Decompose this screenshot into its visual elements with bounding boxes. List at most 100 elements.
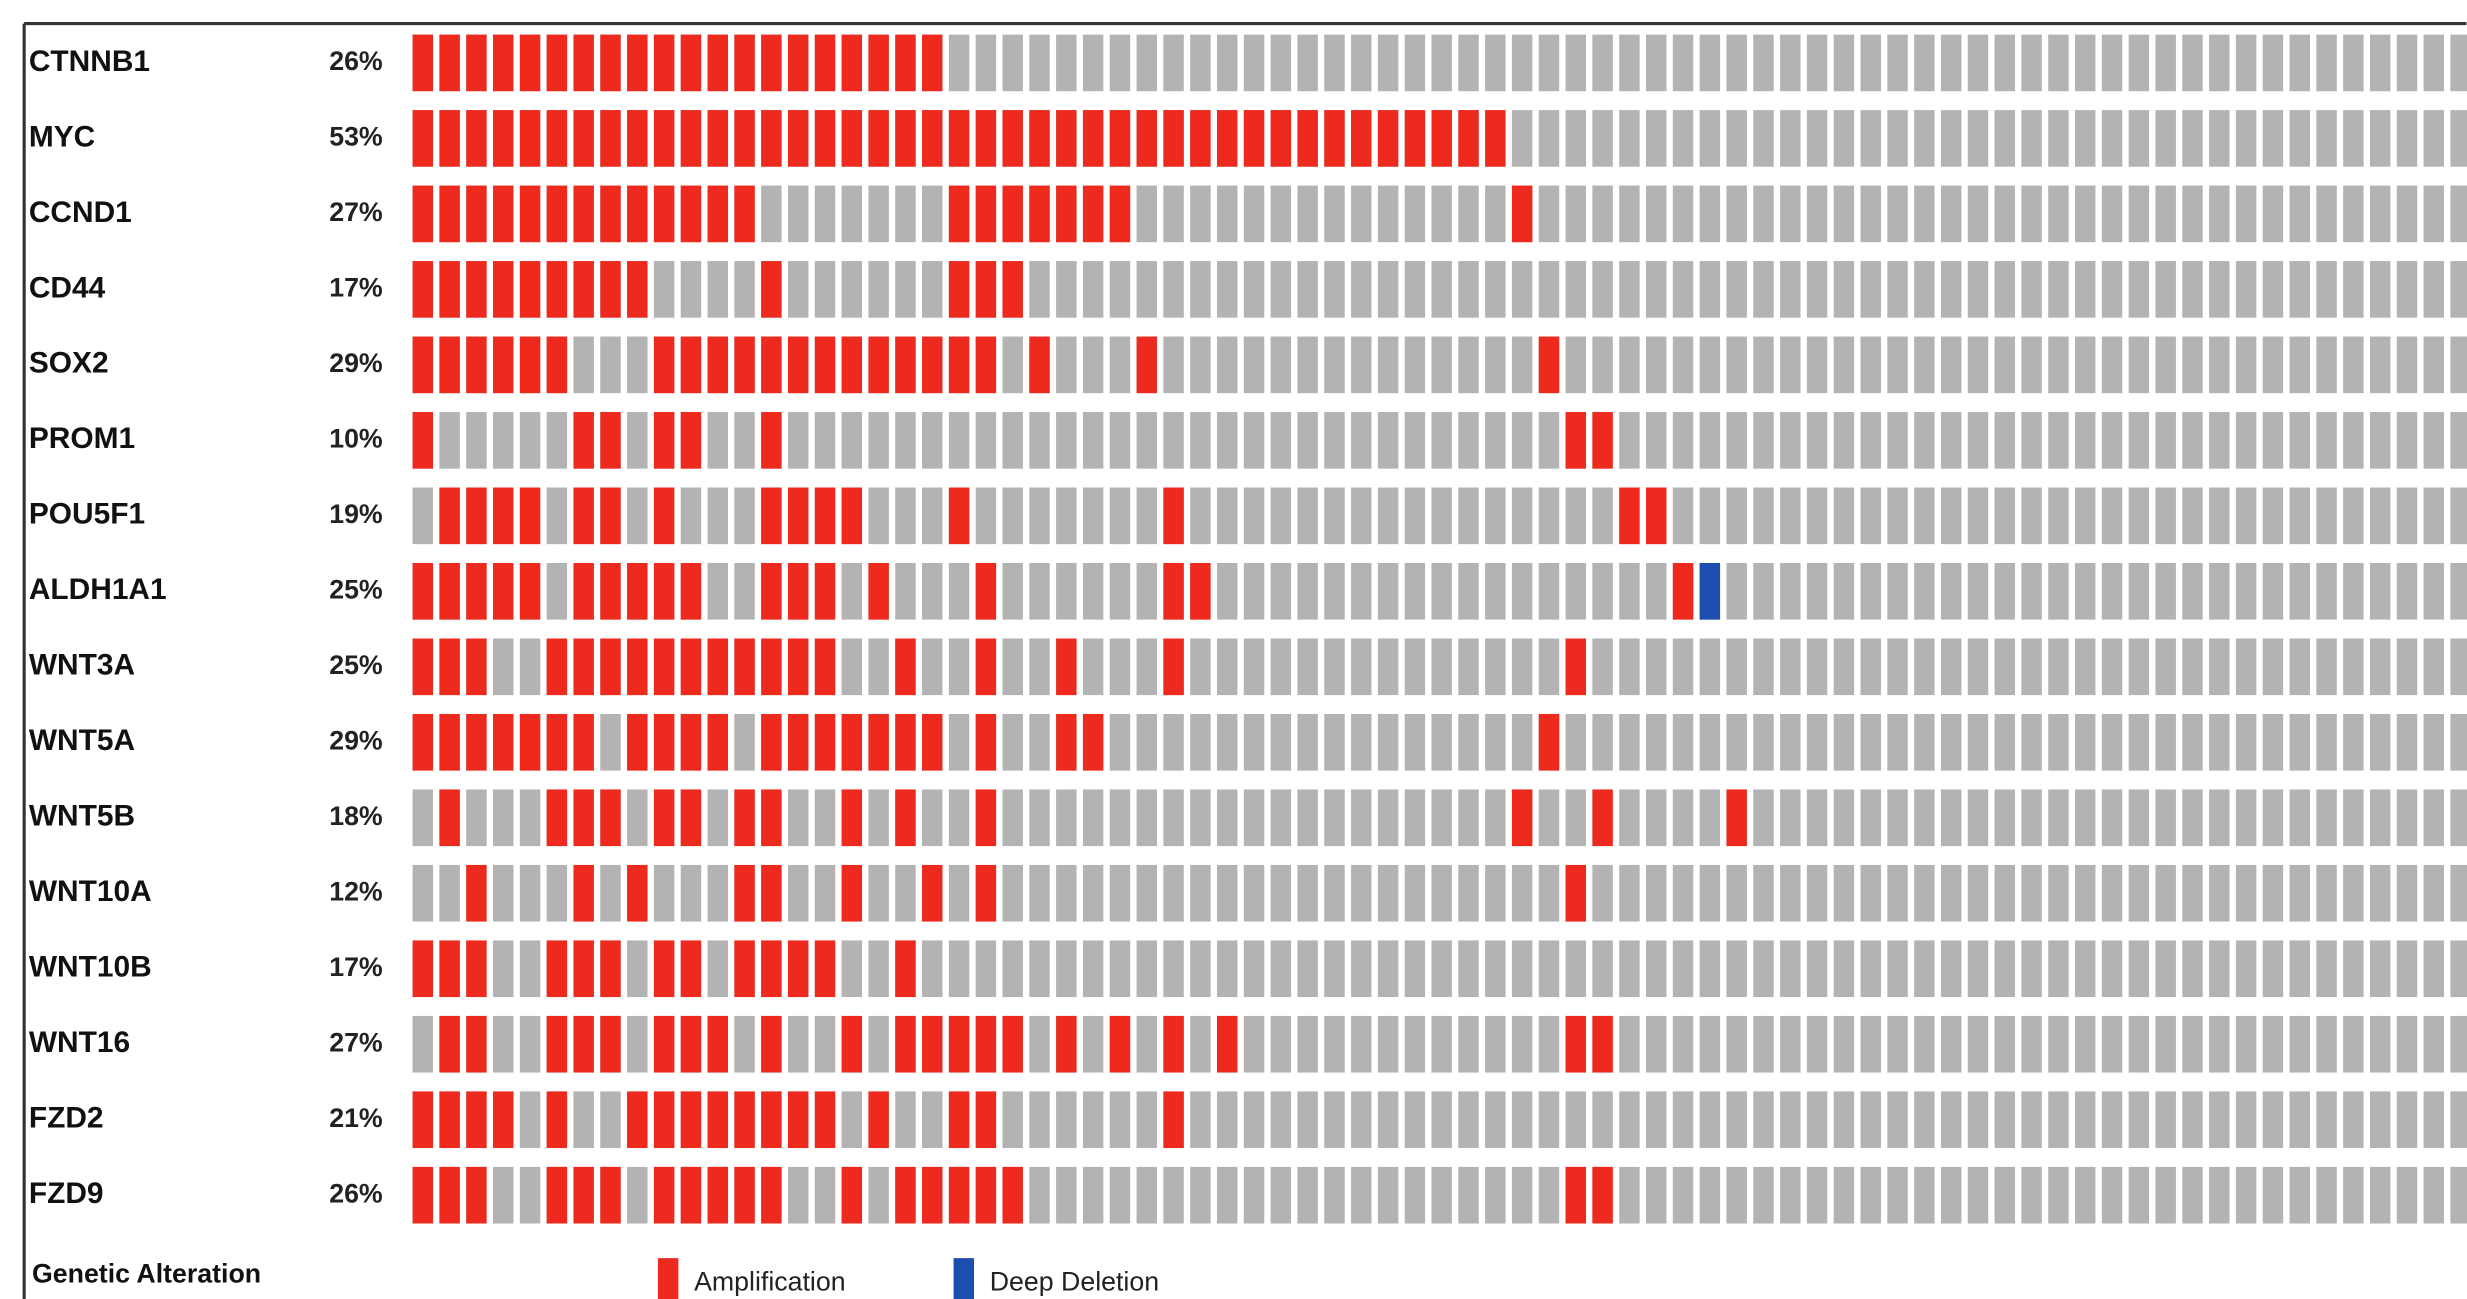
- unaltered-cell: [1780, 110, 1801, 167]
- unaltered-cell: [1940, 412, 1962, 469]
- unaltered-cell: [948, 412, 970, 469]
- unaltered-cell: [2369, 1015, 2391, 1073]
- unaltered-cell: [1967, 487, 1989, 545]
- unaltered-cell: [1967, 185, 1989, 243]
- unaltered-cell: [2155, 789, 2176, 847]
- unaltered-cell: [2182, 110, 2203, 167]
- amplification-cell: [439, 185, 460, 243]
- unaltered-cell: [1646, 412, 1667, 469]
- unaltered-cell: [2262, 34, 2284, 92]
- unaltered-cell: [1511, 1166, 1533, 1224]
- unaltered-cell: [2450, 789, 2467, 847]
- unaltered-cell: [1431, 412, 1452, 469]
- amplification-cell: [600, 1166, 621, 1224]
- unaltered-cell: [2450, 487, 2467, 545]
- unaltered-cell: [2075, 713, 2096, 771]
- amplification-cell: [975, 563, 997, 620]
- unaltered-cell: [2396, 1166, 2418, 1224]
- amplification-cell: [734, 34, 755, 92]
- unaltered-cell: [519, 789, 541, 847]
- unaltered-cell: [1109, 336, 1131, 394]
- unaltered-cell: [2155, 336, 2176, 394]
- amplification-cell: [680, 789, 702, 847]
- unaltered-cell: [1216, 487, 1238, 545]
- amplification-cell: [1002, 1015, 1023, 1073]
- unaltered-cell: [1377, 1166, 1399, 1224]
- unaltered-cell: [1646, 1166, 1667, 1224]
- unaltered-cell: [2396, 261, 2418, 318]
- unaltered-cell: [2021, 336, 2042, 394]
- amplification-cell: [948, 185, 970, 243]
- unaltered-cell: [1860, 185, 1881, 243]
- unaltered-cell: [1833, 110, 1855, 167]
- unaltered-cell: [2075, 789, 2096, 847]
- unaltered-cell: [1726, 185, 1747, 243]
- amplification-cell: [841, 1015, 863, 1073]
- unaltered-cell: [1592, 487, 1613, 545]
- unaltered-cell: [1646, 336, 1667, 394]
- unaltered-cell: [1056, 34, 1077, 92]
- amplification-cell: [627, 34, 648, 92]
- unaltered-cell: [1351, 638, 1372, 696]
- amplification-cell: [600, 1015, 621, 1073]
- unaltered-cell: [1404, 1015, 1426, 1073]
- unaltered-cell: [1699, 713, 1721, 771]
- unaltered-cell: [2343, 1015, 2364, 1073]
- amplification-cell: [734, 940, 755, 998]
- unaltered-cell: [2021, 110, 2042, 167]
- amplification-cell: [868, 1091, 889, 1149]
- unaltered-cell: [1029, 638, 1050, 696]
- unaltered-cell: [2021, 261, 2042, 318]
- unaltered-cell: [1270, 563, 1292, 620]
- unaltered-cell: [1243, 261, 1265, 318]
- unaltered-cell: [841, 261, 863, 318]
- unaltered-cell: [1672, 1015, 1694, 1073]
- unaltered-cell: [1565, 487, 1587, 545]
- unaltered-cell: [1565, 34, 1587, 92]
- unaltered-cell: [1377, 789, 1399, 847]
- unaltered-cell: [1029, 1015, 1050, 1073]
- unaltered-cell: [2450, 110, 2467, 167]
- unaltered-cell: [1914, 336, 1935, 394]
- unaltered-cell: [1860, 563, 1881, 620]
- amplification-cell: [1136, 336, 1157, 394]
- unaltered-cell: [2396, 1015, 2418, 1073]
- unaltered-cell: [1243, 563, 1265, 620]
- amplification-cell: [975, 713, 997, 771]
- percent-label: 25%: [329, 650, 383, 680]
- amplification-cell: [493, 1091, 514, 1149]
- amplification-cell: [841, 110, 863, 167]
- unaltered-cell: [1887, 864, 1908, 922]
- unaltered-cell: [1270, 261, 1292, 318]
- unaltered-cell: [1565, 563, 1587, 620]
- unaltered-cell: [1163, 864, 1184, 922]
- unaltered-cell: [2101, 789, 2123, 847]
- unaltered-cell: [2235, 34, 2257, 92]
- unaltered-cell: [1351, 1091, 1372, 1149]
- unaltered-cell: [600, 713, 621, 771]
- amplification-cell: [412, 563, 434, 620]
- unaltered-cell: [1726, 487, 1747, 545]
- unaltered-cell: [868, 1015, 889, 1073]
- unaltered-cell: [2343, 940, 2364, 998]
- amplification-cell: [627, 864, 648, 922]
- amplification-cell: [734, 185, 755, 243]
- amplification-cell: [814, 713, 836, 771]
- unaltered-cell: [1431, 864, 1452, 922]
- unaltered-cell: [1753, 261, 1774, 318]
- unaltered-cell: [1029, 1166, 1050, 1224]
- unaltered-cell: [1216, 185, 1238, 243]
- unaltered-cell: [1887, 940, 1908, 998]
- unaltered-cell: [1672, 789, 1694, 847]
- amplification-cell: [573, 1015, 594, 1073]
- unaltered-cell: [2101, 1015, 2123, 1073]
- unaltered-cell: [1216, 713, 1238, 771]
- unaltered-cell: [1806, 713, 1828, 771]
- unaltered-cell: [1351, 261, 1372, 318]
- amplification-cell: [466, 261, 487, 318]
- unaltered-cell: [2021, 1166, 2042, 1224]
- unaltered-cell: [2128, 1091, 2150, 1149]
- unaltered-cell: [1833, 864, 1855, 922]
- unaltered-cell: [1565, 713, 1587, 771]
- unaltered-cell: [2101, 261, 2123, 318]
